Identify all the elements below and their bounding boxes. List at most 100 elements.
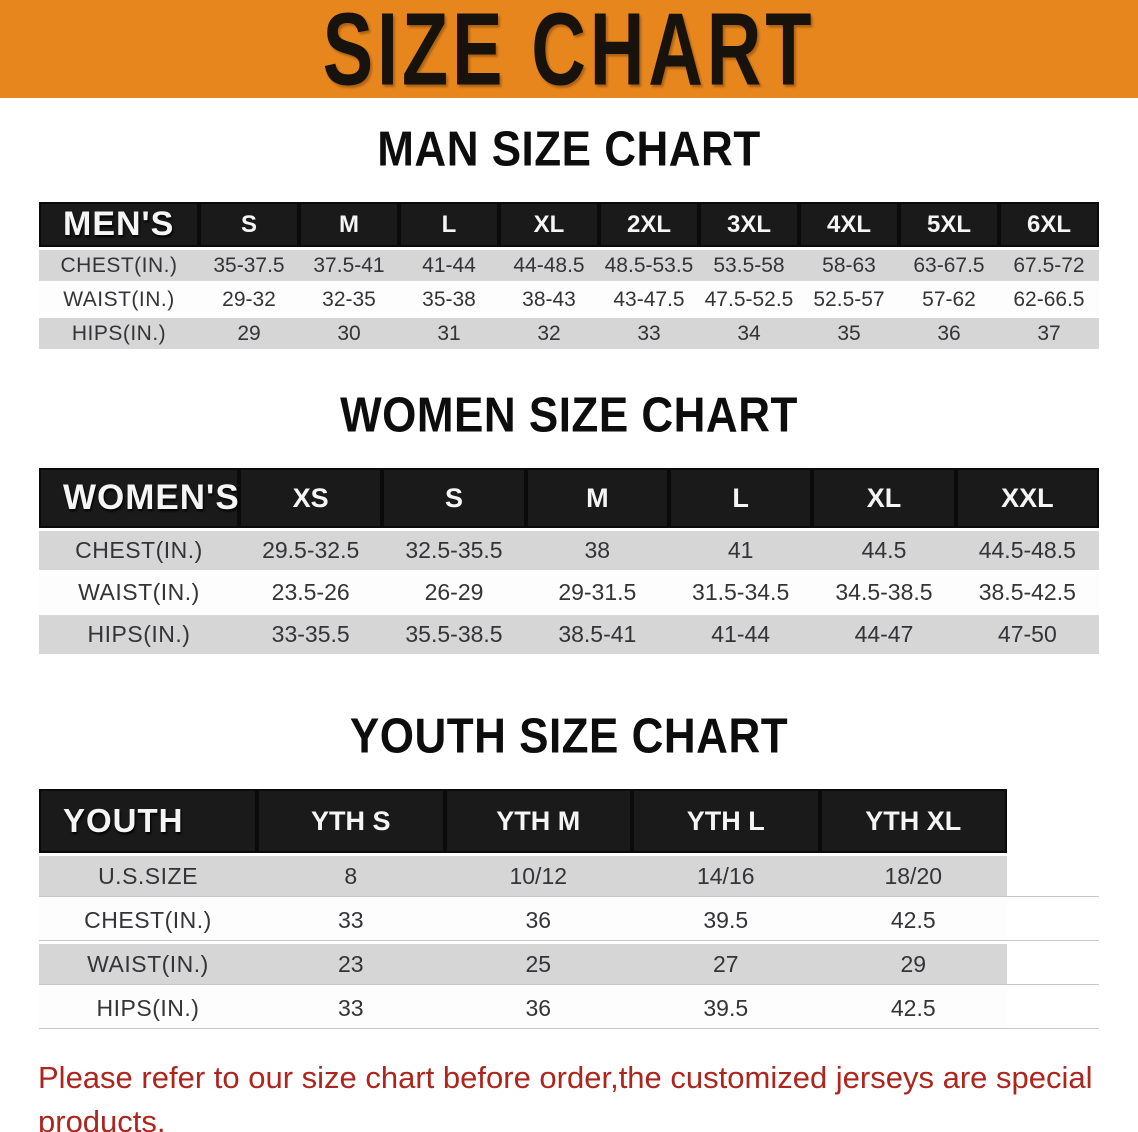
size-value: 62-66.5 — [999, 284, 1099, 315]
size-column-header: XL — [812, 468, 956, 528]
size-chart-banner: SIZE CHART — [0, 0, 1138, 106]
size-column-header: 6XL — [999, 202, 1099, 247]
measurement-label: WAIST(IN.) — [39, 573, 239, 612]
size-value: 48.5-53.5 — [599, 250, 699, 281]
size-column-header: 3XL — [699, 202, 799, 247]
disclaimer: Please refer to our size chart before or… — [38, 1056, 1108, 1132]
size-value: 25 — [444, 944, 632, 985]
size-value: 38.5-42.5 — [955, 573, 1099, 612]
size-value: 29.5-32.5 — [239, 531, 383, 570]
size-value: 31 — [399, 318, 499, 349]
table-header-row: YOUTH YTH S YTH M YTH L YTH XL — [39, 789, 1099, 853]
size-value: 32.5-35.5 — [382, 531, 526, 570]
size-value: 52.5-57 — [799, 284, 899, 315]
measurement-label: WAIST(IN.) — [39, 284, 199, 315]
table-group-label: WOMEN'S — [39, 468, 239, 528]
table-row: WAIST(IN.) 23.5-26 26-29 29-31.5 31.5-34.5 34… — [39, 573, 1099, 612]
table-row: HIPS(IN.) 33 36 39.5 42.5 — [39, 988, 1099, 1029]
size-value: 36 — [444, 900, 632, 941]
size-value: 44-48.5 — [499, 250, 599, 281]
size-value: 32-35 — [299, 284, 399, 315]
measurement-label: WAIST(IN.) — [39, 944, 257, 985]
size-value: 35-38 — [399, 284, 499, 315]
size-value: 47-50 — [955, 615, 1099, 654]
size-column-header: L — [668, 468, 813, 528]
size-value: 34.5-38.5 — [812, 573, 956, 612]
table-row: WAIST(IN.) 23 25 27 29 — [39, 944, 1099, 985]
size-value: 33 — [257, 988, 445, 1029]
size-value: 67.5-72 — [999, 250, 1099, 281]
row-filler-cell — [1007, 944, 1099, 985]
table-row: CHEST(IN.) 33 36 39.5 42.5 — [39, 900, 1099, 941]
size-value: 44.5 — [812, 531, 956, 570]
disclaimer-line-1: Please refer to our size chart before or… — [38, 1060, 1093, 1132]
size-value: 53.5-58 — [699, 250, 799, 281]
table-row: U.S.SIZE 8 10/12 14/16 18/20 — [39, 856, 1099, 897]
size-column-header: L — [399, 202, 499, 247]
size-value: 29 — [199, 318, 299, 349]
size-value: 38 — [525, 531, 669, 570]
size-column-header: 5XL — [899, 202, 999, 247]
size-column-header: S — [382, 468, 526, 528]
size-value: 39.5 — [632, 900, 820, 941]
measurement-label: HIPS(IN.) — [39, 318, 199, 349]
measurement-label: HIPS(IN.) — [39, 615, 239, 654]
row-filler-cell — [1007, 900, 1099, 941]
size-value: 37 — [999, 318, 1099, 349]
row-filler-cell — [1007, 856, 1099, 897]
size-column-header: YTH M — [444, 789, 632, 853]
size-column-header: M — [299, 202, 399, 247]
size-value: 33-35.5 — [239, 615, 383, 654]
size-value: 63-67.5 — [899, 250, 999, 281]
size-column-header: M — [525, 468, 669, 528]
size-value: 47.5-52.5 — [699, 284, 799, 315]
size-column-header: XL — [499, 202, 599, 247]
measurement-label: CHEST(IN.) — [39, 531, 239, 570]
men-size-table: MEN'S S M L XL 2XL 3XL 4XL 5XL 6XL CHEST(IN.) 35-37… — [39, 199, 1099, 352]
size-value: 41 — [668, 531, 813, 570]
table-header-row: WOMEN'S XS S M L XL XXL — [39, 468, 1099, 528]
size-value: 41-44 — [668, 615, 813, 654]
size-value: 23.5-26 — [239, 573, 383, 612]
size-column-header: 2XL — [599, 202, 699, 247]
size-value: 35.5-38.5 — [382, 615, 526, 654]
size-value: 29-31.5 — [525, 573, 669, 612]
size-value: 35-37.5 — [199, 250, 299, 281]
size-value: 30 — [299, 318, 399, 349]
size-value: 36 — [444, 988, 632, 1029]
row-filler-cell — [1007, 988, 1099, 1029]
size-value: 27 — [632, 944, 820, 985]
size-value: 34 — [699, 318, 799, 349]
header-filler-cell — [1007, 789, 1099, 853]
table-row: CHEST(IN.) 35-37.5 37.5-41 41-44 44-48.5 48.5… — [39, 250, 1099, 281]
size-value: 10/12 — [444, 856, 632, 897]
size-value: 58-63 — [799, 250, 899, 281]
size-column-header: 4XL — [799, 202, 899, 247]
size-value: 29-32 — [199, 284, 299, 315]
size-value: 29 — [819, 944, 1007, 985]
size-value: 14/16 — [632, 856, 820, 897]
table-group-label: MEN'S — [39, 202, 199, 247]
size-value: 32 — [499, 318, 599, 349]
size-column-header: XS — [239, 468, 383, 528]
measurement-label: CHEST(IN.) — [39, 250, 199, 281]
youth-section: YOUTH SIZE CHART YOUTH YTH S YTH M YTH L YTH… — [0, 709, 1138, 1032]
youth-size-table: YOUTH YTH S YTH M YTH L YTH XL U.S.SIZE 8 10/12… — [39, 786, 1099, 1032]
size-value: 35 — [799, 318, 899, 349]
size-value: 33 — [257, 900, 445, 941]
size-value: 39.5 — [632, 988, 820, 1029]
size-value: 33 — [599, 318, 699, 349]
women-section: WOMEN SIZE CHART WOMEN'S XS S M L XL XXL CHEST(… — [0, 388, 1138, 657]
youth-section-heading: YOUTH SIZE CHART — [349, 709, 789, 764]
size-value: 44.5-48.5 — [955, 531, 1099, 570]
size-value: 41-44 — [399, 250, 499, 281]
size-value: 38-43 — [499, 284, 599, 315]
measurement-label: U.S.SIZE — [39, 856, 257, 897]
table-header-row: MEN'S S M L XL 2XL 3XL 4XL 5XL 6XL — [39, 202, 1099, 247]
page-title: SIZE CHART — [322, 0, 816, 107]
measurement-label: HIPS(IN.) — [39, 988, 257, 1029]
table-row: CHEST(IN.) 29.5-32.5 32.5-35.5 38 41 44.5 44.5… — [39, 531, 1099, 570]
size-column-header: S — [199, 202, 299, 247]
women-section-heading: WOMEN SIZE CHART — [340, 388, 798, 443]
